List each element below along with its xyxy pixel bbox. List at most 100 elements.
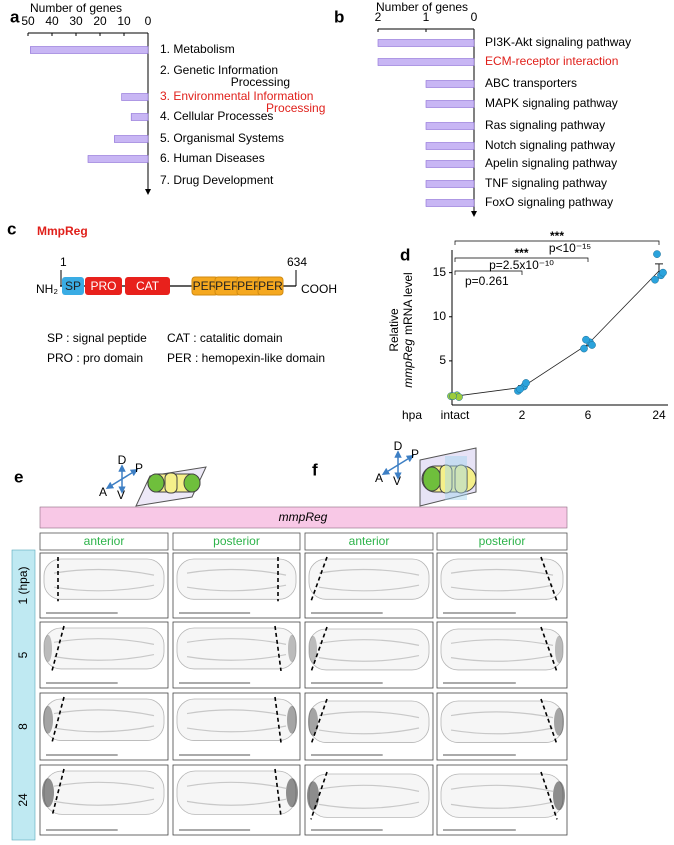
worm-texture [318,568,420,592]
domain-label: SP [65,279,81,293]
category-label: 1. Metabolism [160,42,235,56]
y-tick-label: 10 [433,309,447,323]
legend-text: CAT : catalitic domain [167,331,283,345]
worm-texture [53,709,155,733]
category-label: ABC transporters [485,76,577,90]
amputation-line [540,556,558,602]
gene-name: mmpReg [279,510,328,524]
axis-title: Number of genes [376,0,468,14]
signal [42,778,54,808]
category-label: 5. Organismal Systems [160,131,284,145]
category-label: ECM-receptor interaction [485,54,618,68]
domain [125,277,170,295]
protein-name: MmpReg [37,224,88,238]
in-situ-image [304,692,434,761]
worm-texture [186,638,287,661]
signal [288,634,296,663]
bar [425,160,475,168]
p-value: p=2.5x10⁻¹⁰ [489,258,554,272]
in-situ-image [304,621,434,689]
column-header: anterior [84,534,125,548]
category-label: Apelin signaling pathway [485,156,617,170]
bar [87,155,149,163]
amputation-line [274,625,282,672]
x-tick-label: 30 [69,14,83,28]
x-tick-label: 0 [471,10,478,24]
amputation-line [310,771,328,820]
significance-bracket [454,240,660,245]
p-value: p<10⁻¹⁵ [549,241,591,255]
worm-texture [318,639,420,662]
in-situ-image [172,692,301,761]
amputation-line [274,696,282,743]
amputation-line [51,696,65,743]
y-axis-title-part: mRNA level [401,272,415,335]
worm-outline [308,558,430,600]
worm-outline [308,700,430,743]
panel-label: e [14,467,23,486]
mean-line [454,270,660,397]
category-label: PI3K-Akt signaling pathway [485,35,631,49]
significance-bracket [454,270,523,275]
data-point [582,335,590,344]
y-tick-label: 5 [439,353,446,367]
in-situ-image [304,764,434,836]
domain-label: PER [215,279,240,293]
legend-text: PER : hemopexin-like domain [167,351,325,365]
axis-direction: V [117,488,125,502]
worm-texture [450,639,554,662]
x-tick-label: 2 [519,408,526,422]
signal [44,634,52,663]
column-header-box [172,532,301,551]
axis-direction: D [394,439,403,453]
in-situ-image [39,764,169,836]
data-point [449,392,457,401]
column-header: posterior [479,534,526,548]
category-label: MAPK signaling pathway [485,96,618,110]
row-label: 8 [16,723,30,730]
in-situ-image [172,552,301,619]
y-axis-title: RelativemmpReg mRNA level [387,272,415,387]
x-tick-label: intact [441,408,470,422]
worm-outline [308,773,430,818]
data-point [659,268,667,277]
category-label: 2. Genetic Information [160,63,278,77]
panel-label: c [7,219,16,238]
in-situ-image [39,621,169,689]
worm-texture [318,711,420,735]
panel-label: a [10,7,20,26]
domain-label: CAT [136,279,160,293]
panel-label: b [334,7,344,26]
signal [307,781,319,811]
gene-banner [39,506,568,529]
axis-direction: A [375,471,383,485]
column-header-box [304,532,434,551]
x-tick-label: 20 [93,14,107,28]
worm-texture [186,709,287,733]
significance-bracket [454,257,589,262]
in-situ-image [304,552,434,619]
domain [62,277,84,295]
amputation-line [274,768,282,817]
x-tick-label: 1 [423,10,430,24]
bar [377,58,475,66]
end-position: 634 [287,255,307,269]
worm-texture [53,568,155,592]
legend-text: PRO : pro domain [47,351,143,365]
data-point [653,250,661,258]
x-tick-label: 50 [21,14,35,28]
in-situ-image [436,692,568,761]
amputation-line [310,698,328,745]
worm-texture [450,711,554,735]
x-tick-label: 6 [585,408,592,422]
signal [309,635,317,664]
bar [425,100,475,108]
x-tick-label: 0 [145,14,152,28]
worm-outline [43,558,165,600]
x-axis-title: hpa [402,408,422,422]
axis-direction: V [393,474,401,488]
in-situ-image [436,552,568,619]
axis-direction: D [118,453,127,467]
signal [554,707,564,736]
